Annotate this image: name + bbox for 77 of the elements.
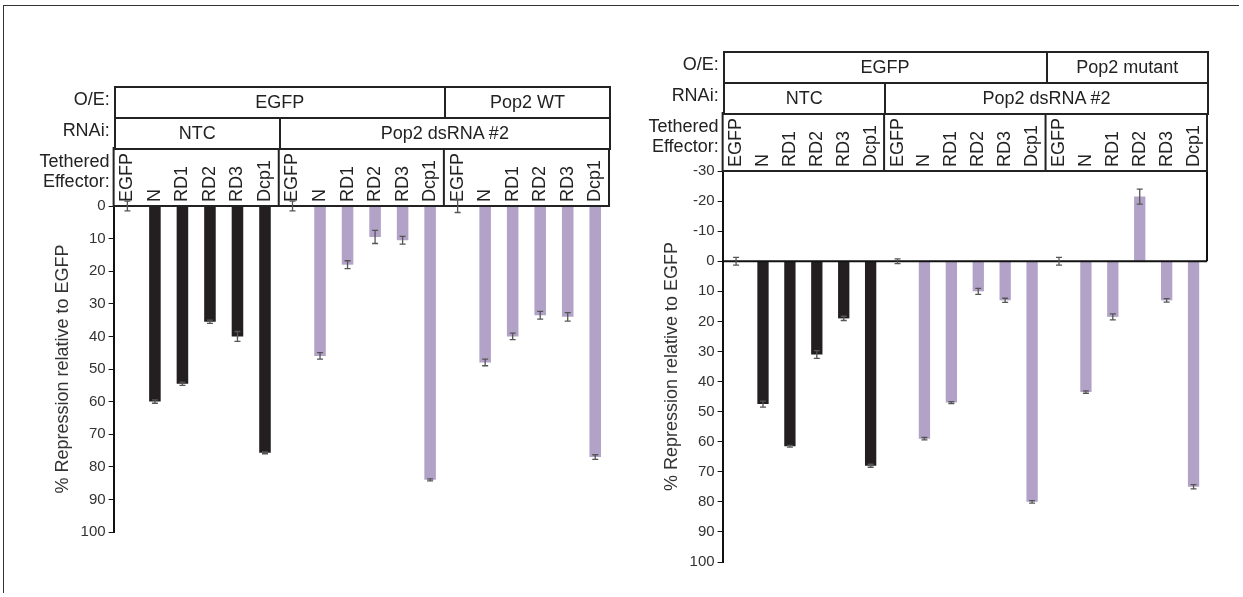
y-tick-label: 50 bbox=[697, 401, 715, 419]
x-tick-label: RD1 bbox=[778, 130, 799, 167]
text: Tethered Effector: bbox=[647, 116, 719, 157]
y-tick-label: 90 bbox=[88, 489, 106, 507]
x-tick-label: RD2 bbox=[529, 165, 550, 202]
x-tick-label: RD2 bbox=[805, 130, 826, 167]
x-tick-label: N bbox=[309, 189, 329, 202]
y-axis-title: % Repression relative to EGFP bbox=[660, 241, 681, 492]
text: Pop2 mutant bbox=[1045, 51, 1209, 84]
x-tick-label: Dcp1 bbox=[253, 159, 274, 202]
x-tick-label: EGFP bbox=[281, 152, 302, 202]
y-tick-label: -30 bbox=[692, 161, 715, 179]
x-tick-label: EGFP bbox=[446, 152, 467, 202]
x-tick-label: N bbox=[474, 189, 495, 202]
y-axis-title: % Repression relative to EGFP bbox=[51, 244, 72, 494]
y-tick-label: 100 bbox=[689, 552, 715, 570]
x-tick-label: RD3 bbox=[226, 165, 247, 202]
y-tick-label: 70 bbox=[697, 461, 715, 479]
text: NTC bbox=[722, 82, 887, 115]
y-tick-label: 60 bbox=[697, 431, 715, 449]
y-tick-label: -10 bbox=[692, 221, 715, 239]
y-tick-label: 20 bbox=[697, 311, 715, 329]
x-tick-label: N bbox=[751, 154, 772, 167]
y-tick-label: 0 bbox=[706, 251, 715, 269]
x-tick-label: RD3 bbox=[391, 165, 412, 202]
x-tick-label: RD1 bbox=[171, 165, 192, 202]
text: O/E: bbox=[682, 54, 719, 75]
x-tick-label: RD1 bbox=[336, 165, 357, 202]
text: RNAi: bbox=[62, 120, 110, 141]
text: NTC bbox=[113, 117, 281, 150]
x-tick-label: Dcp1 bbox=[859, 124, 880, 167]
text: O/E: bbox=[73, 89, 110, 110]
text: Tethered Effector: bbox=[38, 151, 110, 192]
x-tick-label: RD3 bbox=[994, 130, 1015, 167]
x-tick-label: EGFP bbox=[886, 117, 907, 167]
y-tick-label: 90 bbox=[697, 522, 715, 540]
x-tick-label: RD2 bbox=[364, 165, 385, 202]
y-tick-label: 10 bbox=[88, 228, 106, 246]
text: EGFP bbox=[722, 51, 1048, 84]
x-tick-label: RD1 bbox=[1101, 130, 1122, 167]
x-tick-label: Dcp1 bbox=[419, 159, 440, 202]
x-tick-label: EGFP bbox=[725, 117, 746, 167]
x-tick-label: RD2 bbox=[1128, 130, 1149, 167]
y-tick-label: 40 bbox=[88, 326, 106, 344]
x-tick-label: RD3 bbox=[832, 130, 853, 167]
x-tick-label: RD2 bbox=[967, 130, 988, 167]
y-tick-label: 100 bbox=[80, 522, 106, 540]
y-tick-label: 80 bbox=[88, 456, 106, 474]
x-tick-label: N bbox=[1074, 154, 1095, 167]
text: RNAi: bbox=[671, 85, 719, 106]
y-tick-label: 30 bbox=[697, 341, 715, 359]
y-tick-label: 80 bbox=[697, 491, 715, 509]
x-tick-label: EGFP bbox=[116, 152, 137, 202]
text: Pop2 WT bbox=[443, 86, 611, 119]
text: Pop2 dsRNA #2 bbox=[884, 82, 1209, 115]
x-tick-label: RD3 bbox=[1155, 130, 1176, 167]
text: EGFP bbox=[113, 86, 446, 119]
x-tick-label: Dcp1 bbox=[584, 159, 605, 202]
y-tick-label: 10 bbox=[697, 281, 715, 299]
x-tick-label: RD3 bbox=[556, 165, 577, 202]
y-tick-label: 30 bbox=[88, 293, 106, 311]
x-tick-label: N bbox=[143, 189, 164, 202]
x-tick-label: RD2 bbox=[198, 165, 219, 202]
x-tick-label: RD1 bbox=[940, 130, 961, 167]
y-tick-label: 60 bbox=[88, 391, 106, 409]
y-tick-label: 20 bbox=[88, 261, 106, 279]
x-tick-label: N bbox=[913, 154, 934, 167]
y-tick-label: 0 bbox=[97, 196, 106, 214]
y-tick-label: 50 bbox=[88, 359, 106, 377]
y-tick-label: -20 bbox=[692, 191, 715, 209]
x-tick-label: Dcp1 bbox=[1021, 124, 1042, 167]
x-tick-label: RD1 bbox=[501, 165, 522, 202]
x-tick-label: Dcp1 bbox=[1182, 124, 1203, 167]
text: Pop2 dsRNA #2 bbox=[278, 117, 611, 150]
y-tick-label: 70 bbox=[88, 424, 106, 442]
x-tick-label: EGFP bbox=[1047, 117, 1068, 167]
y-tick-label: 40 bbox=[697, 371, 715, 389]
